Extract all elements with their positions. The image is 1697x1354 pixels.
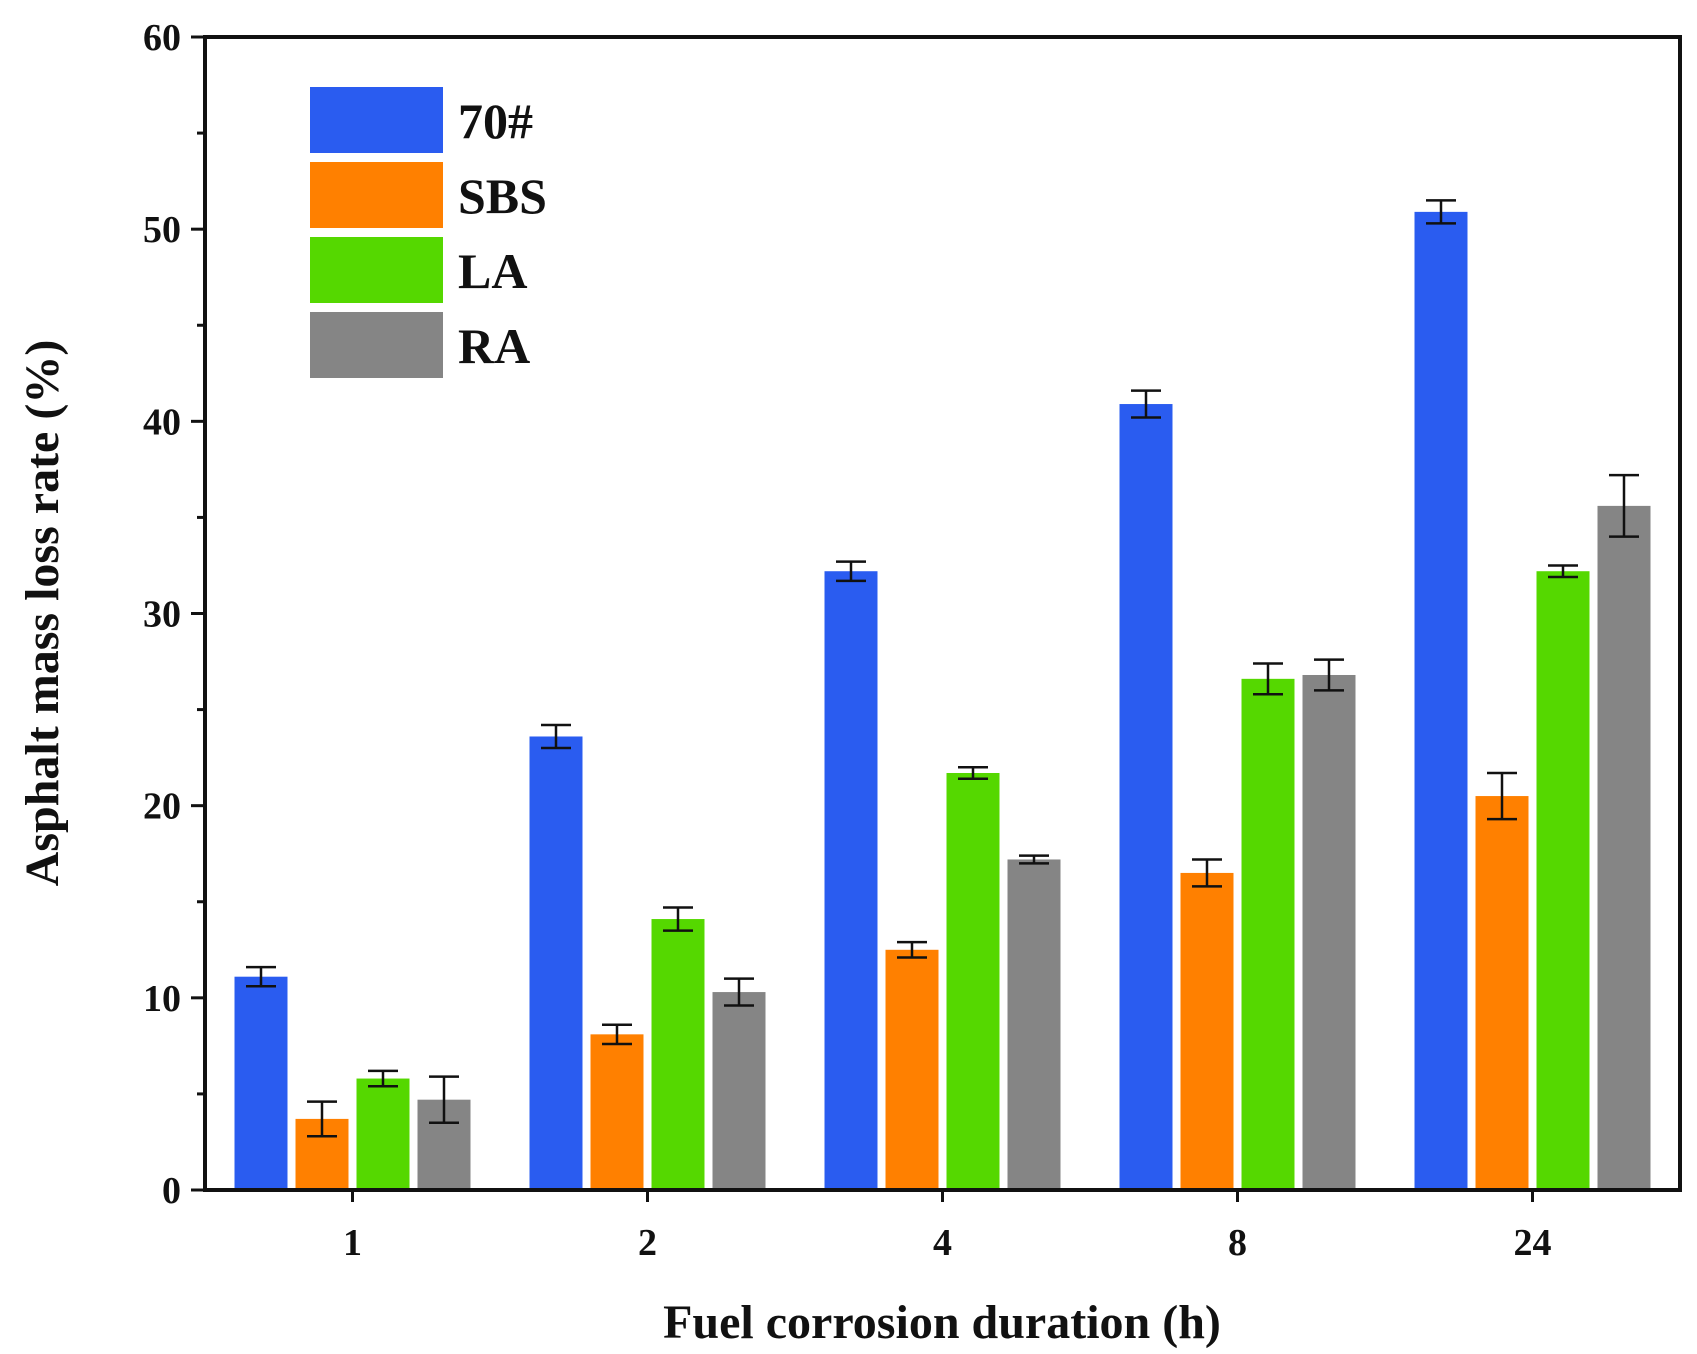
x-tick-label-24: 24 bbox=[1514, 1222, 1552, 1264]
bar-SBS-8 bbox=[1180, 872, 1234, 1190]
bar-LA-8 bbox=[1241, 678, 1295, 1190]
bar-LA-4 bbox=[946, 772, 1000, 1190]
bar-LA-2 bbox=[651, 919, 705, 1190]
y-tick-label-40: 40 bbox=[143, 401, 181, 443]
bar-RA-8 bbox=[1302, 674, 1356, 1190]
legend-label-LA: LA bbox=[458, 243, 527, 299]
x-tick-label-2: 2 bbox=[638, 1222, 657, 1264]
bar-70#-2 bbox=[529, 736, 583, 1190]
legend: 70# SBS LA RA bbox=[310, 87, 547, 378]
error-bars-layer bbox=[246, 199, 1639, 1138]
y-tick-label-60: 60 bbox=[143, 17, 181, 59]
legend-swatch-SBS bbox=[310, 162, 443, 228]
legend-swatch-LA bbox=[310, 237, 443, 303]
legend-label-70#: 70# bbox=[458, 93, 533, 149]
legend-swatch-RA bbox=[310, 312, 443, 378]
bar-70#-8 bbox=[1119, 404, 1173, 1190]
x-tick-label-4: 4 bbox=[933, 1222, 952, 1264]
x-axis-title: Fuel corrosion duration (h) bbox=[663, 1296, 1221, 1349]
y-tick-label-50: 50 bbox=[143, 209, 181, 251]
bars-layer bbox=[234, 211, 1651, 1190]
bar-SBS-4 bbox=[885, 949, 939, 1190]
bar-RA-4 bbox=[1007, 859, 1061, 1190]
x-tick-label-8: 8 bbox=[1228, 1222, 1247, 1264]
bar-70#-1 bbox=[234, 976, 288, 1190]
legend-label-RA: RA bbox=[458, 318, 530, 374]
y-axis-title: Asphalt mass loss rate (%) bbox=[16, 340, 69, 887]
legend-label-SBS: SBS bbox=[458, 168, 547, 224]
bar-70#-24 bbox=[1414, 211, 1468, 1190]
bar-SBS-24 bbox=[1475, 796, 1529, 1190]
y-tick-label-0: 0 bbox=[162, 1170, 181, 1212]
bar-70#-4 bbox=[824, 571, 878, 1190]
y-tick-label-30: 30 bbox=[143, 594, 181, 636]
bar-SBS-2 bbox=[590, 1034, 644, 1190]
x-tick-label-1: 1 bbox=[343, 1222, 362, 1264]
y-tick-label-20: 20 bbox=[143, 786, 181, 828]
y-tick-label-10: 10 bbox=[143, 978, 181, 1020]
legend-swatch-70# bbox=[310, 87, 443, 153]
bar-LA-24 bbox=[1536, 571, 1590, 1190]
bar-LA-1 bbox=[356, 1078, 410, 1190]
bar-RA-24 bbox=[1597, 505, 1651, 1190]
bar-RA-2 bbox=[712, 992, 766, 1190]
